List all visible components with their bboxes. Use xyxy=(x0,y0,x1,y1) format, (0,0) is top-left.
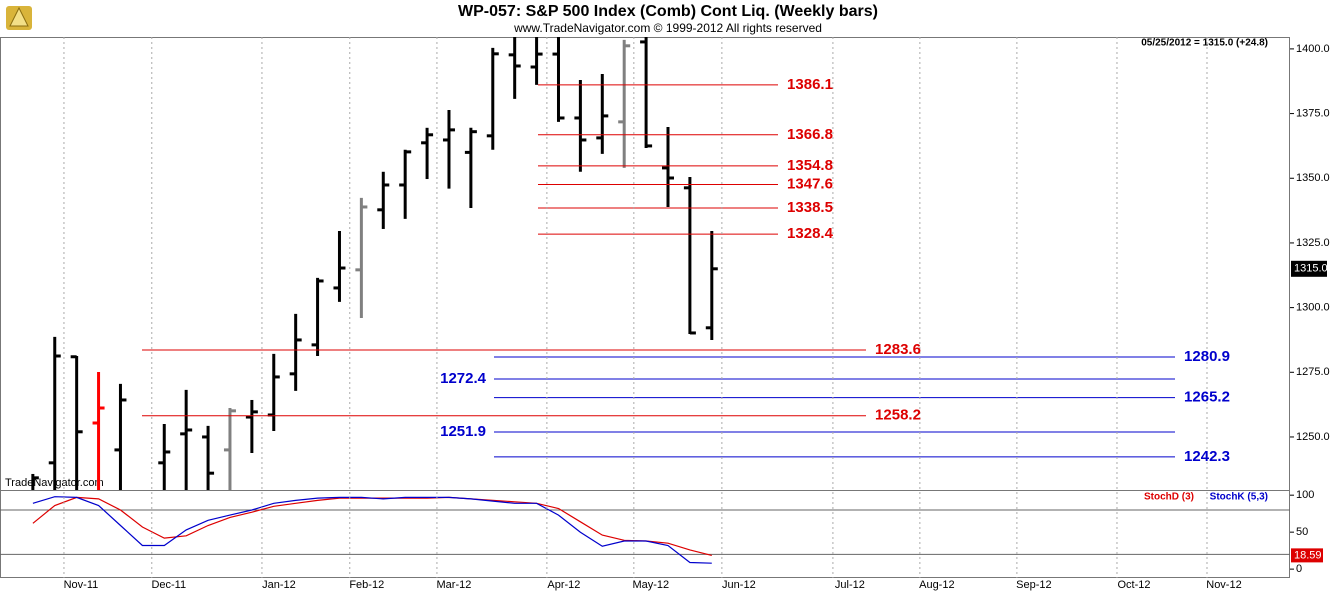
level-label: 1338.5 xyxy=(787,199,833,216)
stoch-panel xyxy=(0,496,1290,564)
x-tick-label: Oct-12 xyxy=(1117,579,1150,591)
x-tick-label: Sep-12 xyxy=(1016,579,1051,591)
x-tick-label: Dec-11 xyxy=(151,579,186,591)
level-label: 1283.6 xyxy=(875,341,921,358)
level-label: 1386.1 xyxy=(787,76,833,93)
x-tick-label: Jul-12 xyxy=(835,579,865,591)
x-tick-label: Jun-12 xyxy=(722,579,756,591)
last-price-box xyxy=(1291,260,1327,277)
chart-title: WP-057: S&P 500 Index (Comb) Cont Liq. (… xyxy=(458,3,878,20)
x-tick-label: Jan-12 xyxy=(262,579,296,591)
y-tick-label: 1375.0 xyxy=(1296,107,1330,119)
level-label: 1272.4 xyxy=(440,370,487,387)
level-label: 1265.2 xyxy=(1184,389,1230,406)
y-tick-label: 0 xyxy=(1296,563,1302,575)
x-tick-label: Mar-12 xyxy=(437,579,472,591)
price-info: 05/25/2012 = 1315.0 (+24.8) xyxy=(1141,38,1268,49)
level-label: 1251.9 xyxy=(440,423,486,440)
last-stoch-label: 18.59 xyxy=(1294,549,1322,561)
level-label: 1242.3 xyxy=(1184,448,1230,465)
axes: 1250.0 1275.0 1300.0 1325.0 1350.0 1375.0 1400… xyxy=(63,37,1330,591)
y-tick-label: 50 xyxy=(1296,526,1308,538)
y-tick-label: 1400.0 xyxy=(1296,43,1330,55)
logo xyxy=(6,6,32,30)
y-tick-label: 1350.0 xyxy=(1296,172,1330,184)
x-tick-label: Nov-11 xyxy=(64,579,99,591)
level-label: 1366.8 xyxy=(787,126,833,143)
legend-entry: StochD (3) xyxy=(1144,492,1194,503)
chart-subtitle: www.TradeNavigator.com © 1999-2012 All r… xyxy=(513,21,822,35)
level-label: 1347.6 xyxy=(787,175,833,192)
x-tick-label: Nov-12 xyxy=(1206,579,1241,591)
x-tick-label: Aug-12 xyxy=(919,579,954,591)
level-label: 1328.4 xyxy=(787,225,834,242)
y-tick-label: 1250.0 xyxy=(1296,431,1330,443)
y-tick-label: 1300.0 xyxy=(1296,302,1330,314)
last-stoch-box xyxy=(1291,548,1323,563)
stoch-line xyxy=(32,496,712,564)
y-tick-label: 1325.0 xyxy=(1296,237,1330,249)
x-tick-label: Apr-12 xyxy=(547,579,580,591)
y-tick-label: 1275.0 xyxy=(1296,366,1330,378)
x-tick-label: May-12 xyxy=(632,579,669,591)
level-label: 1258.2 xyxy=(875,407,921,424)
price-panel xyxy=(31,37,1175,490)
level-label: 1354.8 xyxy=(787,157,833,174)
last-price-label: 1315.0 xyxy=(1294,263,1328,275)
level-label: 1280.9 xyxy=(1184,348,1230,365)
x-tick-label: Feb-12 xyxy=(349,579,384,591)
legend-entry: StochK (5,3) xyxy=(1210,492,1268,503)
y-tick-label: 100 xyxy=(1296,489,1314,501)
